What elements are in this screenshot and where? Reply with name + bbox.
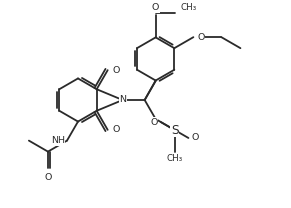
Text: O: O xyxy=(152,3,159,12)
Text: NH: NH xyxy=(51,136,65,145)
Text: O: O xyxy=(197,33,205,42)
Text: O: O xyxy=(44,173,52,182)
Text: O: O xyxy=(113,125,120,134)
Text: N: N xyxy=(119,95,126,104)
Text: O: O xyxy=(191,134,199,142)
Text: S: S xyxy=(171,124,178,137)
Text: O: O xyxy=(113,66,120,75)
Text: CH₃: CH₃ xyxy=(180,3,197,12)
Text: O: O xyxy=(151,118,158,127)
Text: CH₃: CH₃ xyxy=(166,154,183,163)
